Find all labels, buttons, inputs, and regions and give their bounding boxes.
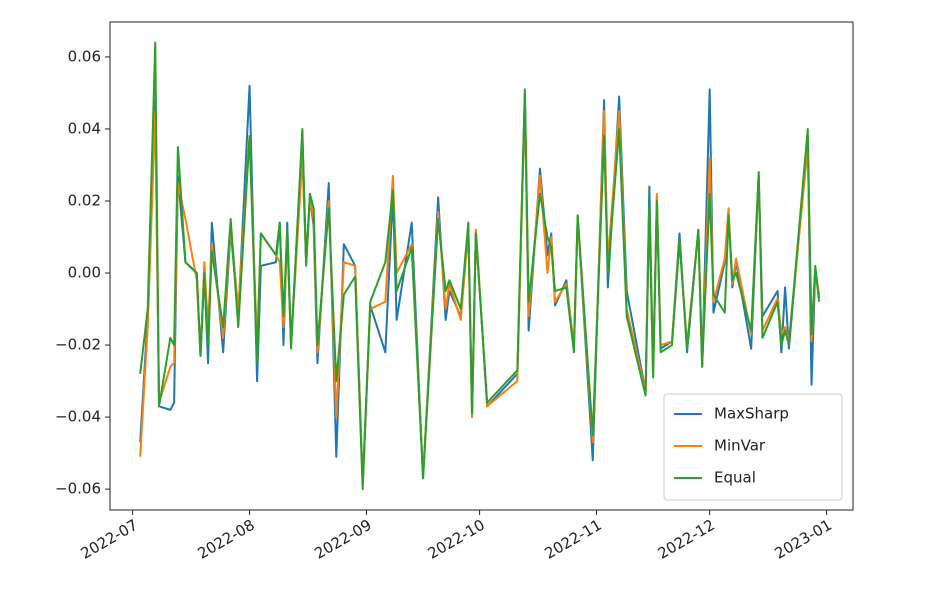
- plot-frame: [109, 21, 854, 511]
- x-tick-label: 2022-07: [78, 516, 141, 563]
- y-tick-label: −0.04: [55, 408, 101, 426]
- y-tick-label: 0.02: [68, 191, 101, 209]
- legend-label: MinVar: [714, 437, 766, 455]
- x-tick-label: 2022-08: [195, 516, 258, 563]
- x-tick-label: 2022-09: [311, 516, 374, 563]
- x-tick-label: 2022-12: [655, 516, 718, 563]
- x-tick-label: 2022-11: [541, 516, 604, 563]
- legend: MaxSharp MinVar Equal: [663, 393, 843, 501]
- y-tick-label: −0.06: [55, 480, 101, 498]
- legend-label: MaxSharp: [714, 405, 789, 423]
- legend-box: [663, 393, 843, 501]
- y-tick-label: 0.04: [68, 119, 101, 137]
- y-tick-label: 0.00: [68, 264, 101, 282]
- legend-label: Equal: [714, 469, 756, 487]
- x-tick-label: 2022-10: [425, 516, 488, 563]
- x-tick-label: 2023-01: [772, 516, 835, 563]
- y-tick-label: −0.02: [55, 336, 101, 354]
- y-tick-label: 0.06: [68, 47, 101, 65]
- series-line: [139, 41, 821, 491]
